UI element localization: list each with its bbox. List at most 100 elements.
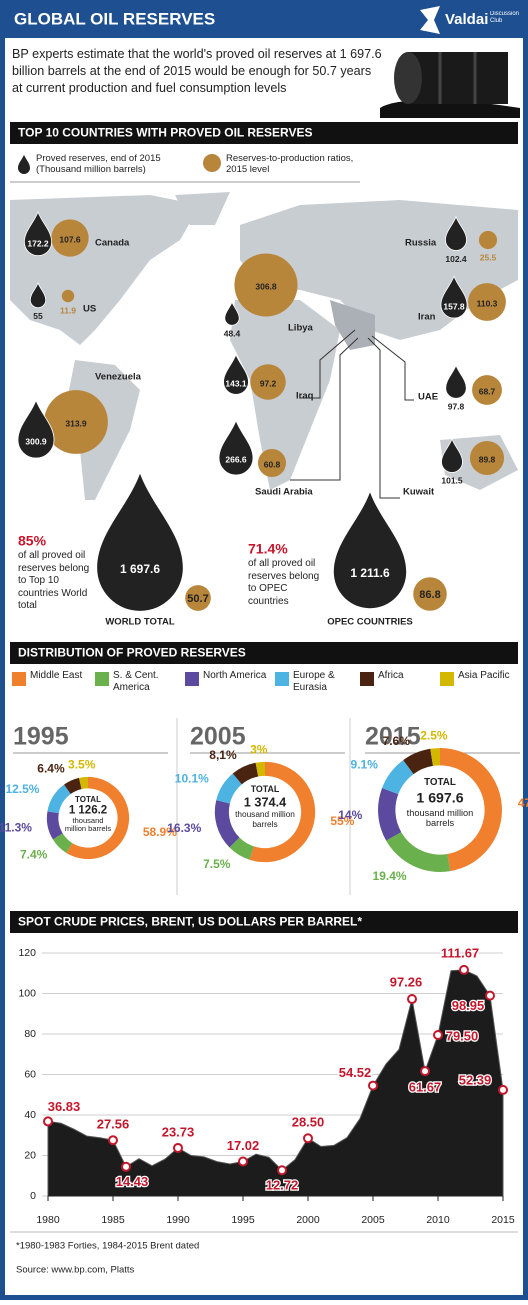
middle-east: [330, 300, 375, 350]
total-value: 1 697.6: [416, 790, 463, 806]
value-label: 110.3: [477, 298, 498, 308]
section-bar: [10, 642, 518, 664]
ratio-circle: [185, 585, 211, 611]
share-text: of all proved oil reserves belong to Top…: [18, 550, 90, 611]
connector: [367, 337, 400, 499]
reserve-drop: [223, 353, 249, 395]
x-tick-label: 2005: [361, 1214, 385, 1226]
price-marker: [277, 1165, 287, 1176]
country-name: UAE: [418, 392, 438, 403]
reserve-drop: [440, 275, 468, 319]
legend-swatch: [95, 672, 109, 686]
segment-label: 10.1%: [175, 771, 209, 785]
legend-label-box: Proved reserves, end of 2015 (Thousand m…: [36, 153, 161, 175]
country-name: Saudi Arabia: [255, 487, 313, 498]
legend-swatch: [185, 672, 199, 686]
value-label: 1 211.6: [350, 566, 390, 580]
price-label: 36.83: [48, 1099, 81, 1114]
value-label: 48.4: [224, 328, 241, 338]
donut-segment: [386, 832, 451, 872]
y-tick-label: 60: [24, 1068, 36, 1080]
price-label: 97.26: [390, 974, 423, 989]
value-label: 300.9: [25, 436, 47, 446]
donut-segment: [64, 777, 82, 794]
segment-label: 8,1%: [209, 748, 237, 762]
legend-swatch: [275, 672, 289, 686]
legend-label: Reserves-to-production ratios, 2015 leve…: [226, 153, 354, 175]
reserve-drop: [333, 492, 407, 609]
total-unit-box: thousand million barrels: [235, 810, 295, 829]
value-label: 55: [33, 311, 43, 321]
y-tick-label: 80: [24, 1028, 36, 1040]
legend-label: S. & Cent. America: [113, 670, 159, 693]
segment-label: 7.4%: [20, 847, 48, 861]
segment-label: 7.5%: [203, 857, 231, 871]
value-label: 107.6: [59, 234, 81, 244]
price-label: 23.73: [162, 1124, 195, 1139]
price-marker: [407, 994, 417, 1005]
section-bar: [10, 911, 518, 933]
donut-segment: [382, 760, 414, 795]
value-label: 86.8: [419, 589, 440, 601]
total-unit-box: thousand million barrels: [407, 808, 474, 828]
section-bar: [10, 122, 518, 144]
header-band: [0, 0, 528, 38]
x-tick-label: 1995: [231, 1214, 255, 1226]
total-unit: thousand million barrels: [235, 810, 295, 829]
brand: Valdai: [445, 11, 488, 28]
ratio-circle: [478, 230, 498, 250]
price-marker: [238, 1156, 248, 1167]
barrel-body: [408, 52, 508, 104]
value-label: 60.8: [264, 459, 281, 469]
share: 85%: [18, 533, 47, 549]
reserve-drop: [97, 473, 183, 611]
share-text-box: of all proved oil reserves belong to Top…: [18, 550, 90, 611]
year-title: 2005: [190, 723, 246, 751]
price-marker: [420, 1066, 430, 1077]
country-name: Venezuela: [95, 372, 142, 383]
brand-sub-box: Discussion Club: [490, 11, 519, 24]
ratio-circle: [257, 448, 287, 478]
share-text-box: of all proved oil reserves belong to OPE…: [248, 558, 320, 607]
intro-text: BP experts estimate that the world's pro…: [12, 47, 382, 95]
value-label: 102.4: [445, 254, 467, 264]
legend-label: Europe & Eurasia: [293, 670, 335, 693]
ratio-circle: [469, 440, 505, 476]
share-text: of all proved oil reserves belong to OPE…: [248, 558, 320, 607]
price-marker: [43, 1116, 53, 1127]
country-name: Iran: [418, 312, 436, 323]
page-title: GLOBAL OIL RESERVES: [14, 9, 215, 28]
connector: [290, 337, 359, 481]
price-marker: [121, 1161, 131, 1172]
segment-label: 55%: [330, 814, 354, 828]
price-label: 61.67: [409, 1080, 442, 1095]
price-label: 79.50: [446, 1028, 479, 1043]
y-tick-label: 20: [24, 1149, 36, 1161]
logo-mark: [420, 6, 440, 34]
value-label: 306.8: [255, 281, 277, 291]
donut-segment: [66, 776, 130, 860]
value-label: 50.7: [187, 593, 208, 605]
value-label: 143.1: [225, 378, 247, 388]
value-label: 266.6: [225, 454, 247, 464]
legend-label-box: North America: [203, 670, 266, 681]
total-name: WORLD TOTAL: [105, 617, 174, 628]
reserve-drop: [29, 281, 47, 309]
country-name: Iraq: [296, 391, 314, 402]
ratio-circle: [413, 577, 447, 611]
continent: [230, 300, 340, 490]
segment-label: 11.3%: [0, 820, 32, 834]
share: 71.4%: [248, 541, 288, 557]
ratio-circle: [51, 219, 89, 257]
segment-label: 2.5%: [420, 728, 448, 742]
section-title: DISTRIBUTION OF PROVED RESERVES: [18, 646, 246, 660]
donut-segment: [47, 784, 71, 814]
reserve-drop: [23, 210, 53, 257]
segment-label: 58.9%: [143, 825, 177, 839]
legend-label-box: Africa: [378, 670, 404, 681]
donut-segment: [46, 811, 63, 840]
ratio-circle: [250, 364, 286, 400]
value-label: 11.9: [60, 305, 76, 315]
country-name: US: [83, 304, 96, 315]
